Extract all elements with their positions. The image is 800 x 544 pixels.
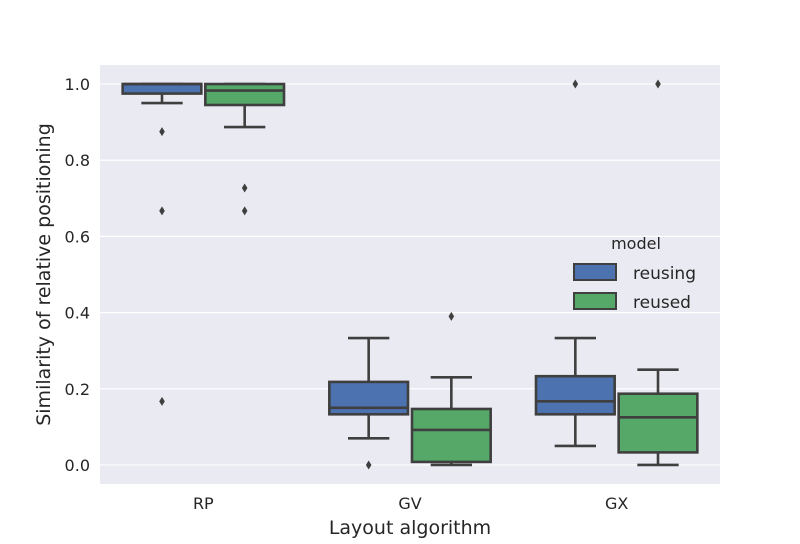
- y-tick-label: 1.0: [65, 75, 90, 94]
- legend: model reusing reused: [573, 234, 696, 313]
- box-reusing-GV: [328, 336, 410, 470]
- y-tick-label: 0.4: [65, 304, 90, 323]
- y-tick-label: 0.6: [65, 227, 90, 246]
- x-tick-label: RP: [193, 494, 214, 513]
- legend-label-reusing: reusing: [633, 264, 696, 284]
- outlier-point: [241, 206, 248, 216]
- legend-label-reused: reused: [633, 293, 691, 313]
- x-tick-label: GV: [398, 494, 421, 513]
- box-iqr: [204, 82, 286, 107]
- box-reused-RP: [204, 82, 286, 216]
- y-tick-label: 0.8: [65, 151, 90, 170]
- outlier-point: [241, 183, 248, 193]
- y-axis-ticks: 0.0 0.2 0.4 0.6 0.8 1.0: [65, 75, 90, 475]
- box-reused-GX: [617, 79, 699, 467]
- box-iqr: [534, 374, 616, 416]
- x-axis-ticks: RP GV GX: [193, 494, 628, 513]
- outlier-point: [365, 460, 372, 470]
- y-axis-label: Similarity of relative positioning: [33, 123, 55, 426]
- x-axis-label: Layout algorithm: [329, 517, 491, 539]
- outlier-point: [159, 127, 165, 137]
- box-reused-GV: [410, 311, 492, 467]
- y-tick-label: 0.0: [65, 456, 90, 475]
- outlier-point: [572, 79, 579, 89]
- box-iqr: [617, 392, 699, 454]
- box-iqr: [121, 82, 203, 95]
- legend-swatch-reusing: [573, 263, 617, 281]
- boxes: [121, 79, 699, 470]
- outlier-point: [159, 396, 165, 406]
- legend-title: model: [611, 234, 661, 253]
- outlier-point: [159, 206, 165, 216]
- box-iqr: [328, 380, 410, 416]
- gridlines: [100, 83, 720, 466]
- outlier-point: [448, 311, 455, 321]
- x-tick-label: GX: [605, 494, 628, 513]
- legend-swatch-reused: [573, 292, 617, 310]
- box-iqr: [410, 407, 492, 464]
- outlier-point: [655, 79, 661, 89]
- y-tick-label: 0.2: [65, 380, 90, 399]
- box-reusing-GX: [534, 79, 616, 448]
- box-reusing-RP: [121, 82, 203, 406]
